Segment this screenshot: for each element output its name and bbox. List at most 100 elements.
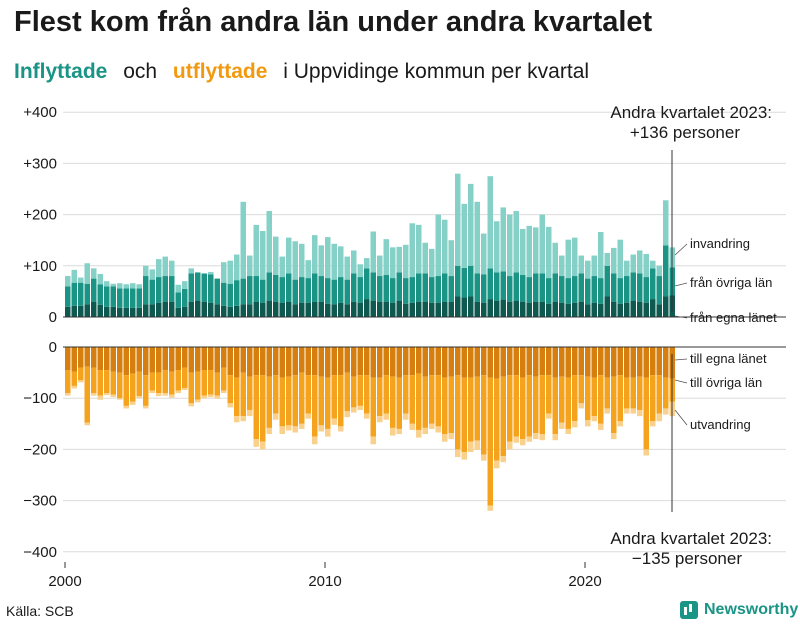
inflow-bar-segment: [331, 279, 337, 305]
outflow-bar-segment: [474, 347, 480, 377]
outflow-bar-segment: [227, 375, 233, 404]
outflow-bar-segment: [240, 416, 246, 422]
outflow-bar-segment: [370, 377, 376, 437]
inflow-bar-segment: [344, 256, 350, 280]
outflow-bar-segment: [195, 371, 201, 400]
outflow-bar-segment: [630, 408, 636, 414]
outflow-bar-segment: [604, 377, 610, 409]
inflow-bar-segment: [279, 302, 285, 317]
inflow-bar-segment: [598, 232, 604, 279]
outflow-bar-segment: [637, 376, 643, 410]
outflow-bar-segment: [468, 377, 474, 442]
inflow-bar-segment: [117, 283, 123, 289]
inflow-bar-segment: [604, 253, 610, 266]
outflow-bar-segment: [598, 347, 604, 376]
inflow-bar-segment: [143, 265, 149, 277]
inflow-bar-segment: [559, 302, 565, 317]
inflow-bar-segment: [253, 224, 259, 277]
outflow-bar-segment: [299, 423, 305, 429]
outflow-bar-segment: [494, 378, 500, 461]
inflow-bar-segment: [286, 273, 292, 302]
outflow-bar-segment: [500, 456, 506, 463]
outflow-bar-segment: [572, 347, 578, 376]
series-label-inflow: från egna länet: [690, 310, 777, 325]
inflow-bar-segment: [513, 300, 519, 317]
inflow-bar-segment: [227, 260, 233, 284]
outflow-bar-segment: [487, 505, 493, 511]
inflow-bar-segment: [578, 255, 584, 274]
outflow-bar-segment: [162, 393, 168, 396]
outflow-bar-segment: [617, 421, 623, 427]
inflow-bar-segment: [240, 304, 246, 317]
series-label-connector: [674, 379, 688, 384]
x-tick-label: 2020: [568, 573, 601, 590]
outflow-bar-segment: [299, 347, 305, 373]
outflow-bar-segment: [65, 393, 71, 396]
outflow-bar-segment: [546, 347, 552, 376]
inflow-bar-segment: [552, 273, 558, 302]
outflow-bar-segment: [442, 347, 448, 378]
outflow-bar-segment: [494, 460, 500, 469]
outflow-bar-segment: [578, 403, 584, 409]
inflow-bar-segment: [507, 301, 513, 317]
inflow-bar-segment: [637, 250, 643, 274]
outflow-bar-segment: [552, 434, 558, 441]
inflow-bar-segment: [279, 277, 285, 303]
outflow-bar-segment: [292, 375, 298, 427]
outflow-bar-segment: [351, 407, 357, 413]
outflow-bar-segment: [377, 347, 383, 378]
outflow-bar-segment: [481, 375, 487, 455]
inflow-bar-segment: [78, 282, 84, 306]
outflow-bar-segment: [533, 433, 539, 440]
inflow-bar-segment: [422, 301, 428, 317]
brand-logo: Newsworthy: [680, 601, 798, 619]
outflow-bar-segment: [455, 375, 461, 450]
subtitle-och: och: [123, 60, 158, 83]
outflow-bar-segment: [650, 375, 656, 422]
inflow-bar-segment: [266, 272, 272, 301]
inflow-bar-segment: [65, 286, 71, 307]
inflow-bar-segment: [318, 245, 324, 277]
inflow-bar-segment: [500, 271, 506, 300]
outflow-bar-segment: [559, 347, 565, 377]
outflow-bar-segment: [104, 347, 110, 371]
outflow-bar-segment: [637, 409, 643, 417]
outflow-bar-segment: [338, 347, 344, 376]
outflow-bar-segment: [130, 347, 136, 374]
outflow-bar-segment: [240, 372, 246, 417]
inflow-bar-segment: [253, 301, 259, 317]
outflow-bar-segment: [390, 347, 396, 377]
outflow-bar-segment: [435, 375, 441, 427]
inflow-bar-segment: [546, 278, 552, 304]
outflow-bar-segment: [221, 390, 227, 394]
inflow-bar-segment: [435, 302, 441, 317]
inflow-bar-segment: [630, 300, 636, 317]
outflow-bar-segment: [318, 347, 324, 377]
outflow-bar-segment: [260, 347, 266, 376]
outflow-bar-segment: [500, 376, 506, 457]
outflow-bar-segment: [286, 425, 292, 431]
inflow-bar-segment: [383, 301, 389, 317]
outflow-bar-segment: [234, 377, 240, 417]
inflow-bar-segment: [104, 281, 110, 287]
outflow-bar-segment: [201, 347, 207, 371]
series-label-outflow: utvandring: [690, 417, 751, 432]
inflow-bar-segment: [624, 302, 630, 317]
outflow-bar-segment: [552, 377, 558, 435]
outflow-bar-segment: [195, 347, 201, 372]
outflow-bar-segment: [149, 390, 155, 394]
series-label-outflow: till övriga län: [690, 375, 762, 390]
outflow-bar-segment: [162, 370, 168, 394]
inflow-bar-segment: [143, 276, 149, 305]
outflow-bar-segment: [97, 370, 103, 396]
outflow-bar-segment: [78, 367, 84, 381]
inflow-bar-segment: [448, 276, 454, 302]
inflow-bar-segment: [195, 300, 201, 317]
inflow-bar-segment: [91, 301, 97, 317]
inflow-bar-segment: [468, 296, 474, 317]
inflow-bar-segment: [481, 302, 487, 317]
outflow-bar-segment: [364, 375, 370, 414]
inflow-bar-segment: [110, 286, 116, 307]
inflow-bar-segment: [416, 301, 422, 317]
outflow-bar-segment: [312, 375, 318, 437]
